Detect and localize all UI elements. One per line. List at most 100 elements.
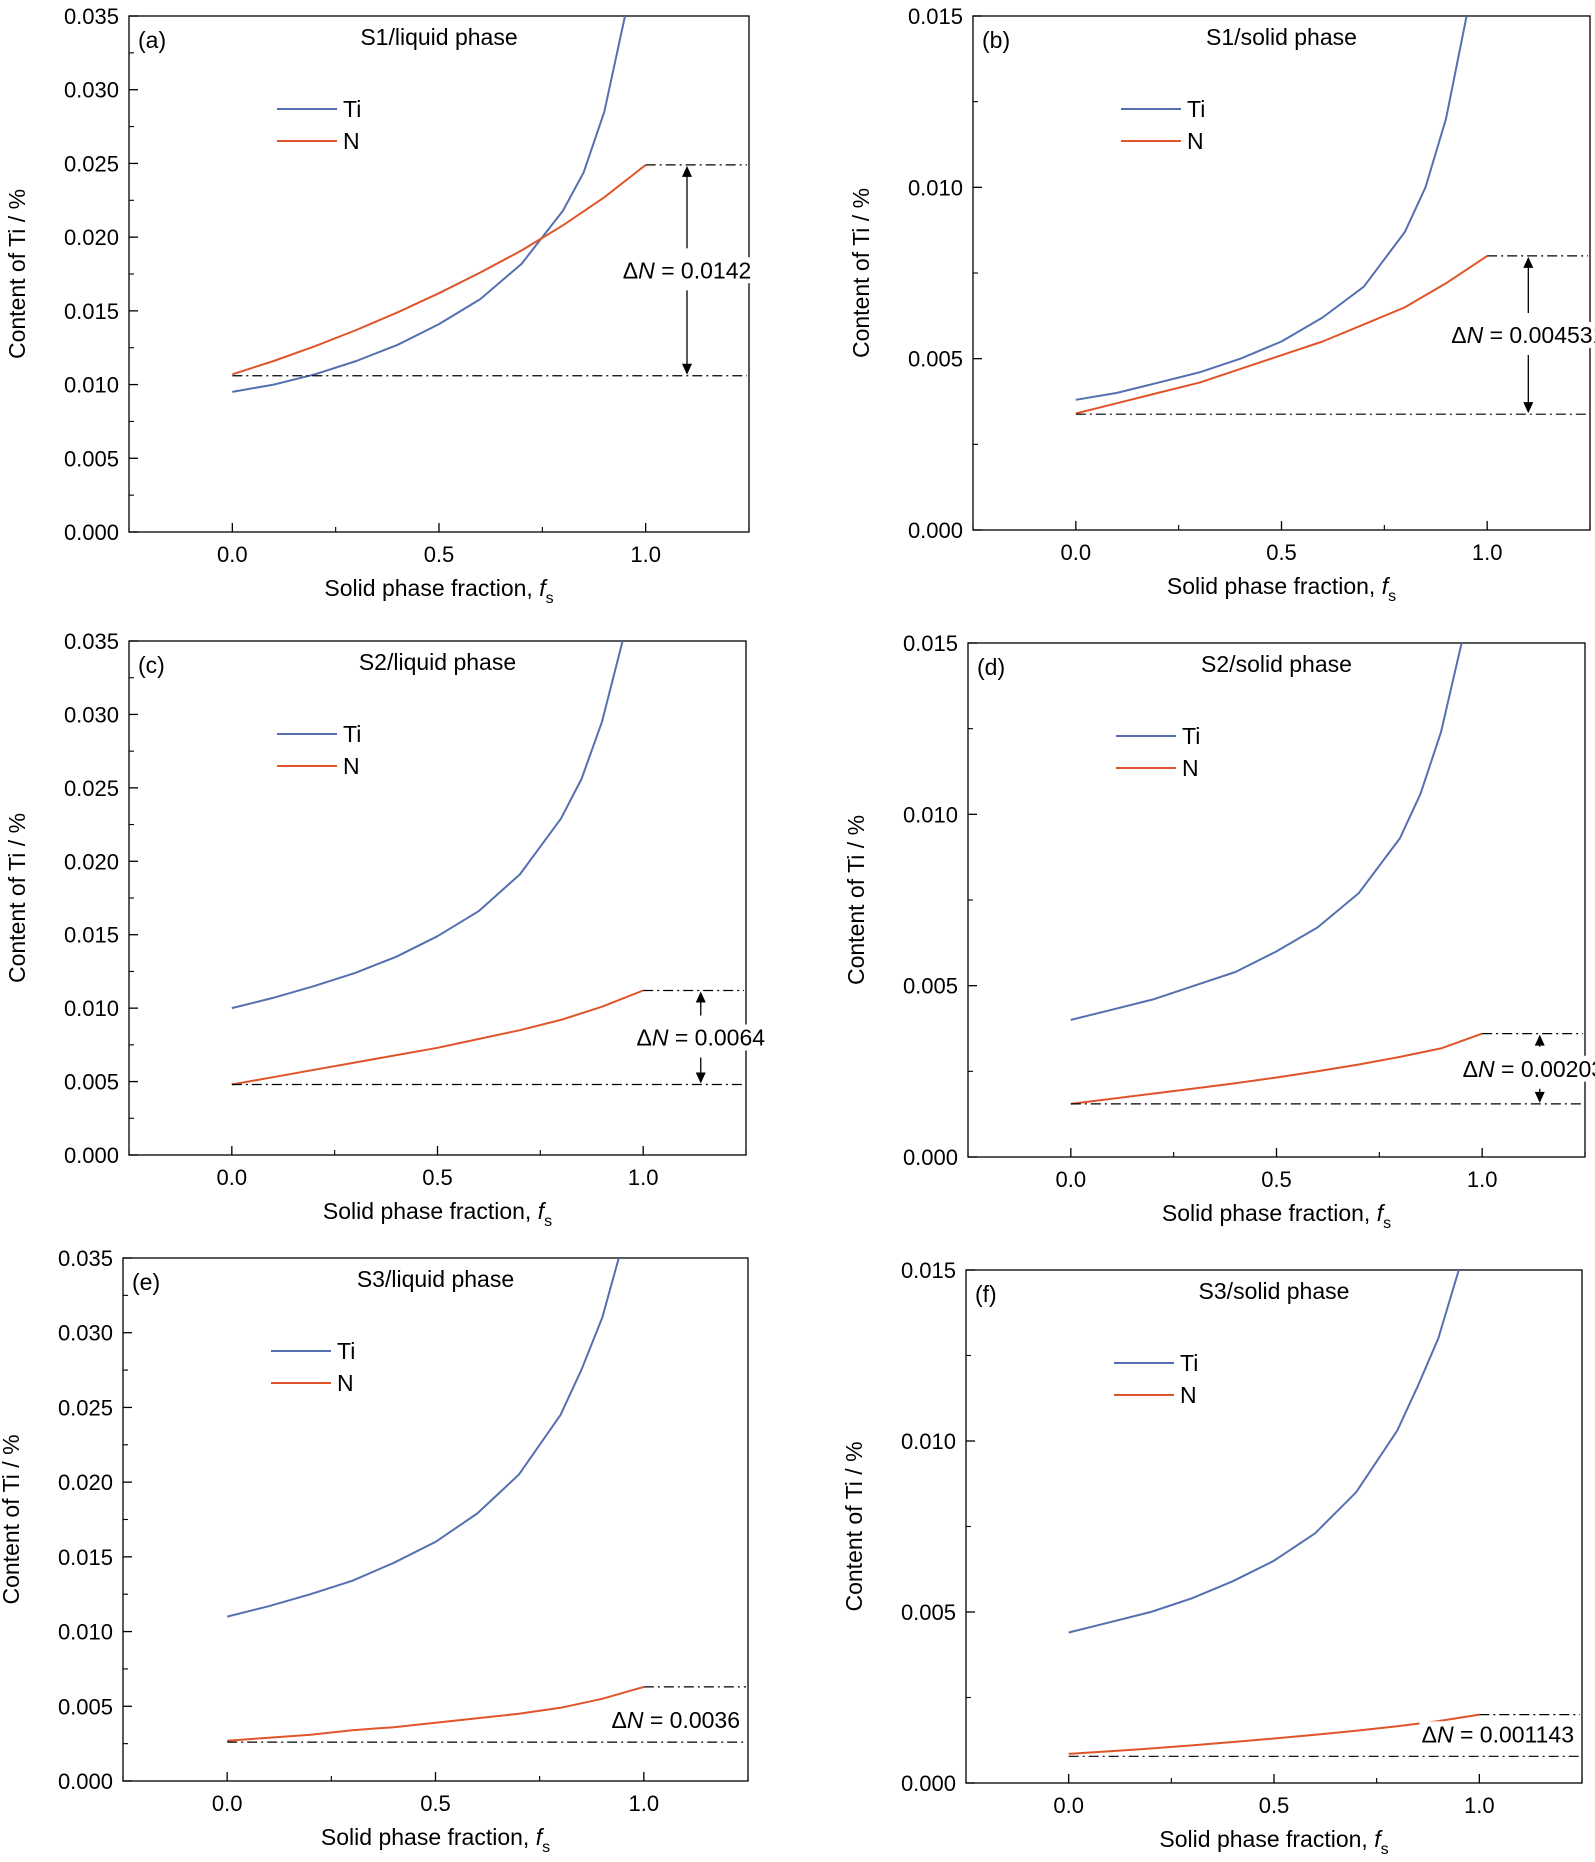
x-tick-label: 0.5 xyxy=(422,1165,453,1190)
legend-label-n: N xyxy=(337,1370,354,1396)
x-tick-label: 1.0 xyxy=(1467,1167,1498,1192)
chart-panel: 0.000 0.005 0.010 0.015 0.0 0.5 1.0 Solid phase… xyxy=(843,631,1595,1232)
panel-title: S3/liquid phase xyxy=(357,1266,514,1292)
y-tick-label: 0.025 xyxy=(58,1395,113,1420)
plot-frame xyxy=(128,640,747,1156)
series-line-n xyxy=(1068,1713,1480,1755)
legend-label-n: N xyxy=(1180,1382,1197,1408)
y-tick-label: 0.015 xyxy=(903,631,958,656)
x-axis-title: Solid phase fraction, fs xyxy=(1167,573,1396,605)
y-tick-label: 0.010 xyxy=(64,373,119,398)
y-tick-label: 0.015 xyxy=(58,1545,113,1570)
y-tick-label: 0.010 xyxy=(901,1429,956,1454)
x-tick-label: 0.5 xyxy=(1259,1793,1290,1818)
legend-label-n: N xyxy=(1182,755,1199,781)
series-group xyxy=(231,16,647,393)
y-tick-label: 0.015 xyxy=(901,1258,956,1283)
chart-panel: 0.000 0.005 0.010 0.015 0.020 0.025 0.030 0.035… xyxy=(4,629,768,1230)
x-tick-label: 1.0 xyxy=(629,1791,660,1816)
x-axis-title: Solid phase fraction, fs xyxy=(1162,1200,1391,1232)
y-tick-label: 0.030 xyxy=(64,78,119,103)
y-tick-label: 0.005 xyxy=(64,446,119,471)
delta-arrow-head-down xyxy=(695,1072,706,1084)
x-tick-label: 0.0 xyxy=(1061,540,1092,565)
delta-n-label: ΔN = 0.0142 xyxy=(623,257,752,283)
panel-label: (c) xyxy=(138,652,165,678)
y-tick-label: 0.005 xyxy=(58,1694,113,1719)
legend-label-n: N xyxy=(1187,128,1204,154)
plot-frame xyxy=(965,1269,1583,1784)
y-tick-label: 0.025 xyxy=(64,151,119,176)
y-axis-title: Content of Ti / % xyxy=(843,815,869,985)
series-group xyxy=(226,1258,645,1742)
y-tick-label: 0.000 xyxy=(58,1769,113,1794)
legend-label-ti: Ti xyxy=(1182,723,1200,749)
y-tick-label: 0.010 xyxy=(908,175,963,200)
panel-title: S1/liquid phase xyxy=(360,24,517,50)
delta-arrow-head-up xyxy=(1523,256,1534,268)
x-axis-title: Solid phase fraction, fs xyxy=(321,1824,550,1856)
y-tick-label: 0.000 xyxy=(908,518,963,543)
legend-label-n: N xyxy=(343,753,360,779)
legend-label-ti: Ti xyxy=(1180,1350,1198,1376)
x-tick-label: 0.5 xyxy=(1266,540,1297,565)
series-line-ti xyxy=(232,16,626,393)
y-tick-label: 0.010 xyxy=(58,1620,113,1645)
x-tick-label: 1.0 xyxy=(628,1165,659,1190)
series-line-n xyxy=(227,1685,645,1742)
y-tick-label: 0.005 xyxy=(901,1600,956,1625)
x-tick-label: 0.0 xyxy=(217,542,248,567)
delta-arrow-head-up xyxy=(1534,1034,1545,1046)
series-line-ti xyxy=(1070,643,1463,1021)
y-tick-label: 0.035 xyxy=(64,629,119,654)
y-tick-label: 0.035 xyxy=(64,4,119,29)
x-axis-title: Solid phase fraction, fs xyxy=(323,1198,552,1230)
panel-label: (e) xyxy=(132,1269,160,1295)
delta-n-label: ΔN = 0.001143 xyxy=(1422,1721,1574,1747)
series-line-n xyxy=(1070,1032,1483,1105)
delta-arrow-head-up xyxy=(682,165,692,177)
y-tick-label: 0.010 xyxy=(64,996,119,1021)
y-tick-label: 0.015 xyxy=(64,299,119,324)
delta-n-label: ΔN = 0.0064 xyxy=(636,1025,765,1051)
x-tick-label: 0.5 xyxy=(424,542,455,567)
series-line-n xyxy=(231,164,647,376)
legend-label-ti: Ti xyxy=(343,721,361,747)
y-tick-label: 0.000 xyxy=(64,520,119,545)
panel-title: S2/solid phase xyxy=(1201,651,1352,677)
x-tick-label: 0.0 xyxy=(217,1165,248,1190)
y-axis-title: Content of Ti / % xyxy=(4,813,30,983)
x-tick-label: 0.0 xyxy=(1053,1793,1084,1818)
panel-label: (b) xyxy=(982,27,1010,53)
series-line-ti xyxy=(1075,16,1468,401)
series-group xyxy=(1070,643,1483,1105)
chart-panel: 0.000 0.005 0.010 0.015 0.0 0.5 1.0 Solid phase… xyxy=(848,4,1595,605)
y-tick-label: 0.015 xyxy=(908,4,963,29)
x-tick-label: 0.0 xyxy=(1056,1167,1087,1192)
y-axis-title: Content of Ti / % xyxy=(841,1441,867,1611)
delta-n-label: ΔN = 0.004531 xyxy=(1451,322,1595,348)
y-tick-label: 0.015 xyxy=(64,923,119,948)
panel-title: S1/solid phase xyxy=(1206,24,1357,50)
plot-frame xyxy=(972,15,1591,531)
y-tick-label: 0.010 xyxy=(903,802,958,827)
x-tick-label: 1.0 xyxy=(630,542,661,567)
y-tick-label: 0.000 xyxy=(903,1145,958,1170)
y-tick-label: 0.005 xyxy=(64,1070,119,1095)
plot-frame xyxy=(122,1257,749,1782)
y-tick-label: 0.030 xyxy=(58,1321,113,1346)
legend-label-ti: Ti xyxy=(1187,96,1205,122)
y-tick-label: 0.025 xyxy=(64,776,119,801)
panel-title: S2/liquid phase xyxy=(359,649,516,675)
chart-panel: 0.000 0.005 0.010 0.015 0.020 0.025 0.030 0.035… xyxy=(4,4,754,607)
y-axis-title: Content of Ti / % xyxy=(0,1434,24,1604)
y-axis-title: Content of Ti / % xyxy=(4,189,30,359)
chart-panel: 0.000 0.005 0.010 0.015 0.020 0.025 0.030 0.035… xyxy=(0,1246,749,1856)
y-tick-label: 0.030 xyxy=(64,702,119,727)
x-axis-title: Solid phase fraction, fs xyxy=(1159,1826,1388,1858)
y-tick-label: 0.005 xyxy=(908,347,963,372)
y-tick-label: 0.035 xyxy=(58,1246,113,1271)
y-tick-label: 0.020 xyxy=(58,1470,113,1495)
y-tick-label: 0.000 xyxy=(64,1143,119,1168)
